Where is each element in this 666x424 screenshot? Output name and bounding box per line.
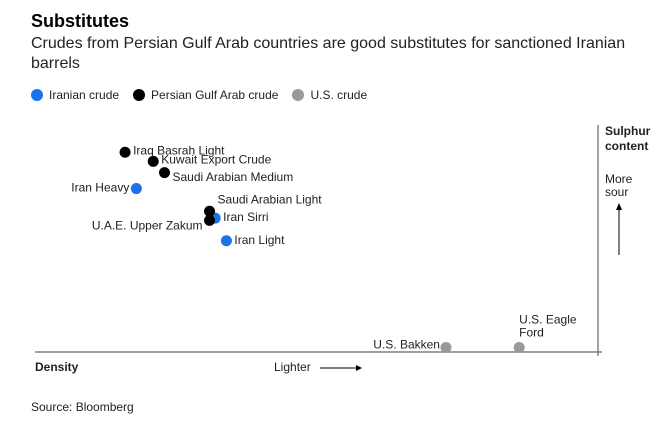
data-point xyxy=(158,167,170,179)
data-label: U.S. Bakken xyxy=(373,338,440,352)
y-direction-label: More sour xyxy=(605,172,633,199)
source-note: Source: Bloomberg xyxy=(31,400,134,414)
data-label: Kuwait Export Crude xyxy=(161,152,271,166)
legend: Iranian crude Persian Gulf Arab crude U.… xyxy=(31,88,381,102)
y-direction-label-line: sour xyxy=(605,185,628,199)
x-direction-arrowhead xyxy=(356,365,362,371)
data-point xyxy=(119,146,131,158)
data-point xyxy=(147,155,159,167)
data-label: Iran Light xyxy=(234,233,285,247)
data-label: Saudi Arabian Medium xyxy=(172,170,293,184)
chart-point-labels: Iran Heavy Iran Sirri Iran Light Iraq Basra… xyxy=(71,143,577,351)
data-point xyxy=(513,341,525,353)
legend-item-iranian: Iranian crude xyxy=(31,88,119,102)
legend-marker-gulf xyxy=(133,89,146,101)
legend-item-gulf: Persian Gulf Arab crude xyxy=(133,88,278,102)
data-label: Iran Heavy xyxy=(71,181,129,195)
data-label: U.A.E. Upper Zakum xyxy=(92,219,203,233)
legend-label-us: U.S. crude xyxy=(310,88,368,102)
legend-item-us: U.S. crude xyxy=(292,88,367,102)
chart-title: Substitutes xyxy=(31,11,130,31)
y-axis-label-line: content xyxy=(605,139,648,153)
data-label: Saudi Arabian Light xyxy=(218,192,323,206)
data-point xyxy=(130,183,142,195)
y-direction-arrowhead xyxy=(616,203,622,210)
chart-axes: Density Lighter Sulphur content More sour xyxy=(35,124,651,374)
data-label: U.S. Eagle Ford xyxy=(519,312,577,339)
legend-label-gulf: Persian Gulf Arab crude xyxy=(151,88,279,102)
data-point xyxy=(204,205,216,217)
legend-marker-iranian xyxy=(31,89,43,101)
y-axis-label-line: Sulphur xyxy=(605,124,651,138)
data-point xyxy=(440,341,452,353)
chart-points xyxy=(119,146,525,353)
chart-subtitle: Crudes from Persian Gulf Arab countries … xyxy=(31,35,626,72)
y-axis-label: Sulphur content xyxy=(605,124,651,153)
data-label-line: Ford xyxy=(519,325,544,339)
legend-label-iranian: Iranian crude xyxy=(49,88,120,102)
x-axis-label: Density xyxy=(35,360,79,374)
legend-marker-us xyxy=(292,89,305,101)
data-label: Iraq Basrah Light xyxy=(133,143,225,157)
y-direction-label-line: More xyxy=(605,172,633,186)
x-direction-label: Lighter xyxy=(274,360,311,374)
data-point xyxy=(220,235,232,247)
data-point xyxy=(204,214,216,226)
data-label: Iran Sirri xyxy=(223,210,268,224)
data-label-line: U.S. Eagle xyxy=(519,312,577,326)
